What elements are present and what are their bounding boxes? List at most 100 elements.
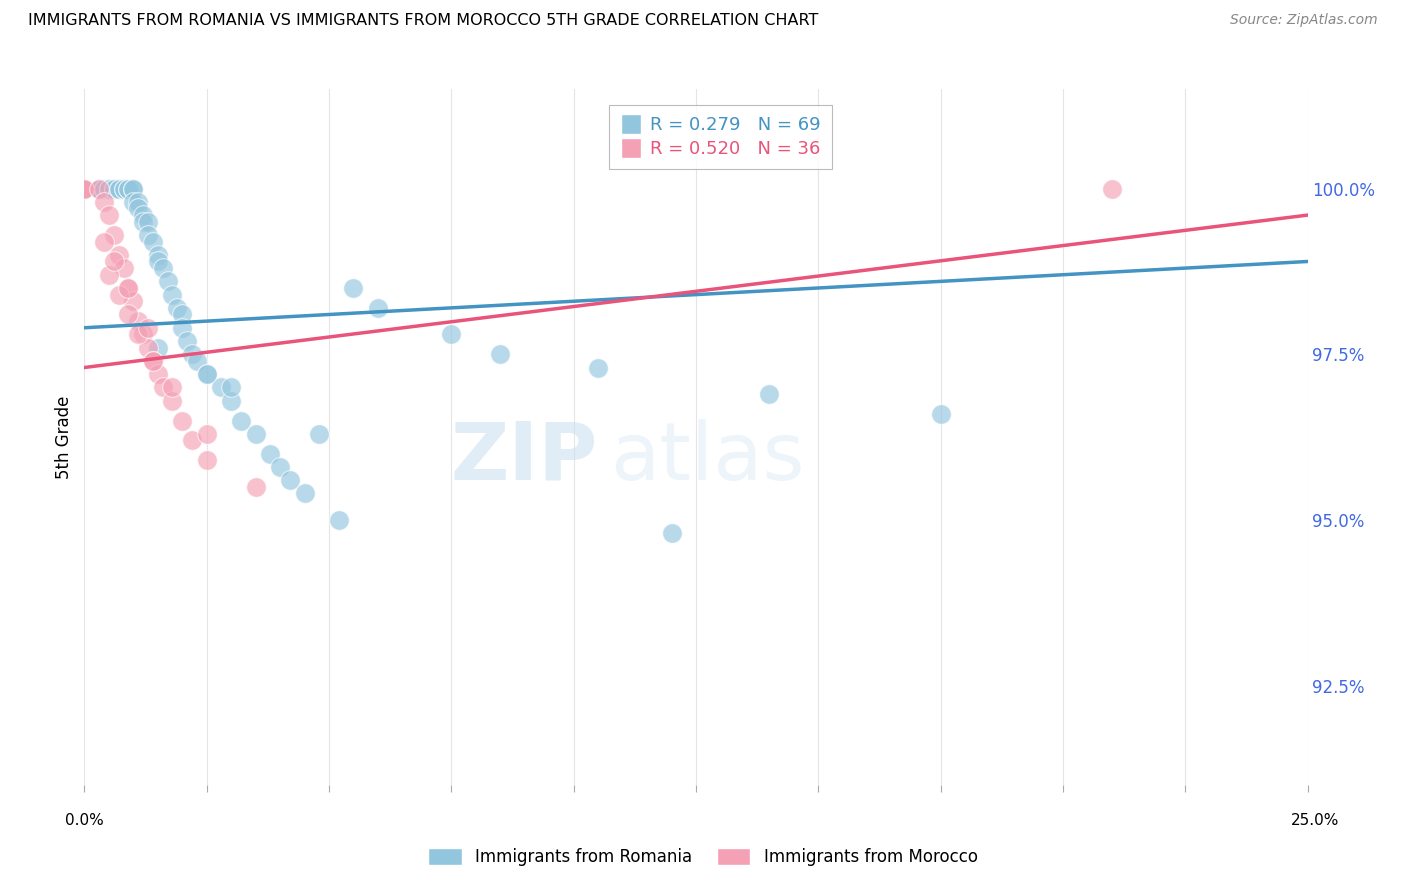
Point [245,426,267,441]
Point [136,320,159,334]
Point [73,181,96,195]
Point [93,181,115,195]
Point [73,181,96,195]
Point [162,287,184,301]
Point [127,314,149,328]
Point [136,341,159,355]
Point [367,301,389,315]
Text: 25.0%: 25.0% [1291,814,1339,828]
Point [107,287,129,301]
Point [136,227,159,242]
Text: Source: ZipAtlas.com: Source: ZipAtlas.com [1230,13,1378,28]
Text: 0.0%: 0.0% [65,814,104,828]
Point [132,208,155,222]
Point [146,367,169,381]
Point [117,281,139,295]
Point [195,367,218,381]
Point [122,181,145,195]
Point [489,347,512,361]
Point [73,181,96,195]
Point [97,181,120,195]
Point [117,308,139,322]
Point [73,181,96,195]
Point [117,181,139,195]
Point [661,526,683,541]
Point [107,181,129,195]
Point [181,434,204,448]
Point [73,181,96,195]
Point [219,380,242,394]
Point [107,181,129,195]
Point [195,367,218,381]
Point [219,393,242,408]
Point [278,473,301,487]
Point [162,380,184,394]
Point [166,301,188,315]
Point [73,181,96,195]
Point [142,354,165,368]
Point [152,380,174,394]
Point [93,181,115,195]
Point [245,480,267,494]
Point [97,181,120,195]
Point [97,208,120,222]
Text: ZIP: ZIP [451,419,598,497]
Point [146,254,169,268]
Point [172,413,194,427]
Point [1101,181,1123,195]
Point [117,281,139,295]
Point [93,194,115,209]
Point [195,453,218,467]
Text: atlas: atlas [610,419,804,497]
Point [146,341,169,355]
Point [117,181,139,195]
Point [229,413,252,427]
Point [342,281,364,295]
Point [328,513,350,527]
Point [97,181,120,195]
Point [73,181,96,195]
Point [146,248,169,262]
Y-axis label: 5th Grade: 5th Grade [55,395,73,479]
Point [112,181,135,195]
Point [172,308,194,322]
Point [73,181,96,195]
Point [107,248,129,262]
Point [156,274,179,288]
Point [87,181,110,195]
Point [87,181,110,195]
Point [122,194,145,209]
Point [93,235,115,249]
Point [172,320,194,334]
Point [142,235,165,249]
Point [103,227,125,242]
Point [142,354,165,368]
Point [97,268,120,282]
Point [97,181,120,195]
Text: IMMIGRANTS FROM ROMANIA VS IMMIGRANTS FROM MOROCCO 5TH GRADE CORRELATION CHART: IMMIGRANTS FROM ROMANIA VS IMMIGRANTS FR… [28,13,818,29]
Point [87,181,110,195]
Legend: Immigrants from Romania, Immigrants from Morocco: Immigrants from Romania, Immigrants from… [420,840,986,875]
Point [132,327,155,342]
Point [127,327,149,342]
Point [152,261,174,276]
Legend: R = 0.279   N = 69, R = 0.520   N = 36: R = 0.279 N = 69, R = 0.520 N = 36 [609,105,832,169]
Point [586,360,609,375]
Point [73,181,96,195]
Point [122,294,145,309]
Point [97,181,120,195]
Point [73,181,96,195]
Point [103,181,125,195]
Point [758,387,780,401]
Point [440,327,463,342]
Point [209,380,232,394]
Point [259,447,281,461]
Point [929,407,952,421]
Point [127,194,149,209]
Point [136,215,159,229]
Point [181,347,204,361]
Point [122,181,145,195]
Point [73,181,96,195]
Point [294,486,316,500]
Point [269,459,291,474]
